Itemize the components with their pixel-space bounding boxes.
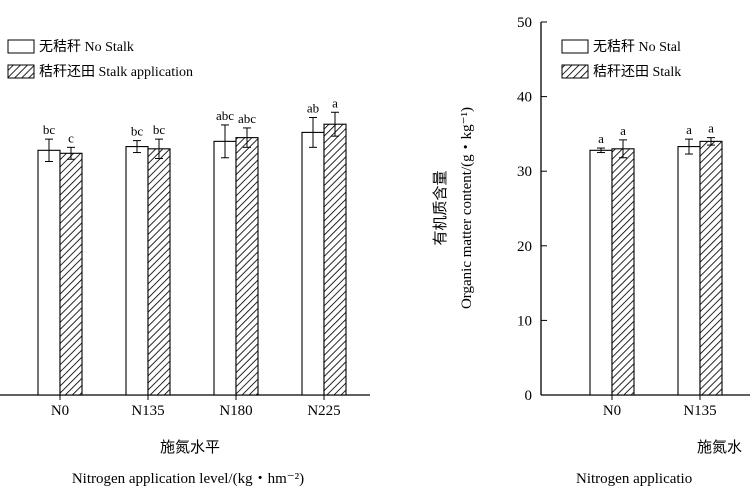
x-tick-label: N0 [51,403,69,419]
right-y-ticks: 0 10 20 30 40 50 [517,15,547,404]
bar [59,152,83,396]
significance-label: abc [238,111,256,126]
bar [699,140,723,396]
significance-label: a [620,123,626,138]
bar [37,149,61,396]
bar [677,146,701,396]
legend-label: 无秸秆 No Stal [593,39,681,55]
bar [589,149,613,396]
x-tick-label: N0 [603,403,621,419]
bar [147,148,171,396]
significance-label: a [332,95,338,110]
significance-label: bc [131,124,144,139]
legend-swatch [7,64,35,79]
left-legend: 无秸秆 No Stalk 秸秆还田 Stalk application [7,39,193,80]
right-bar-group: a a N0 a a N135 [589,121,723,419]
legend-label: 秸秆还田 Stalk application [39,64,193,80]
significance-label: bc [153,122,166,137]
y-tick-label: 0 [525,388,533,404]
y-tick-label: 10 [517,313,532,329]
bar [213,140,237,396]
legend-label: 无秸秆 No Stalk [39,39,134,55]
bar [301,131,325,396]
x-tick-label: N135 [683,403,716,419]
x-tick-label: N180 [219,403,252,419]
bar [235,137,259,396]
y-tick-label: 30 [517,164,532,180]
x-tick-label: N225 [307,403,340,419]
right-y-axis-label-en: Organic matter content/(g・kg⁻¹) [459,107,475,309]
y-tick-label: 40 [517,90,532,106]
legend-swatch [561,39,589,54]
significance-label: a [686,122,692,137]
y-tick-label: 20 [517,239,532,255]
y-tick-label: 50 [517,15,532,31]
significance-label: c [68,130,74,145]
bar [125,146,149,396]
significance-label: a [598,131,604,146]
right-y-axis-label-cn: 有机质含量 [432,170,449,245]
significance-label: abc [216,108,234,123]
significance-label: a [708,121,714,136]
left-x-axis-label-en: Nitrogen application level/(kg・hm⁻²) [72,471,304,487]
legend-label: 秸秆还田 Stalk [593,64,681,80]
legend-swatch [561,64,589,79]
bar [323,123,347,396]
x-tick-label: N135 [131,403,164,419]
significance-label: bc [43,122,56,137]
right-x-axis-label-cn: 施氮水 [697,439,742,456]
legend-swatch [7,39,35,54]
right-x-axis-label-en: Nitrogen applicatio [576,471,692,487]
left-x-axis-label-cn: 施氮水平 [160,439,220,456]
right-legend: 无秸秆 No Stal 秸秆还田 Stalk [561,39,681,80]
significance-label: ab [307,100,319,115]
bar [611,148,635,396]
